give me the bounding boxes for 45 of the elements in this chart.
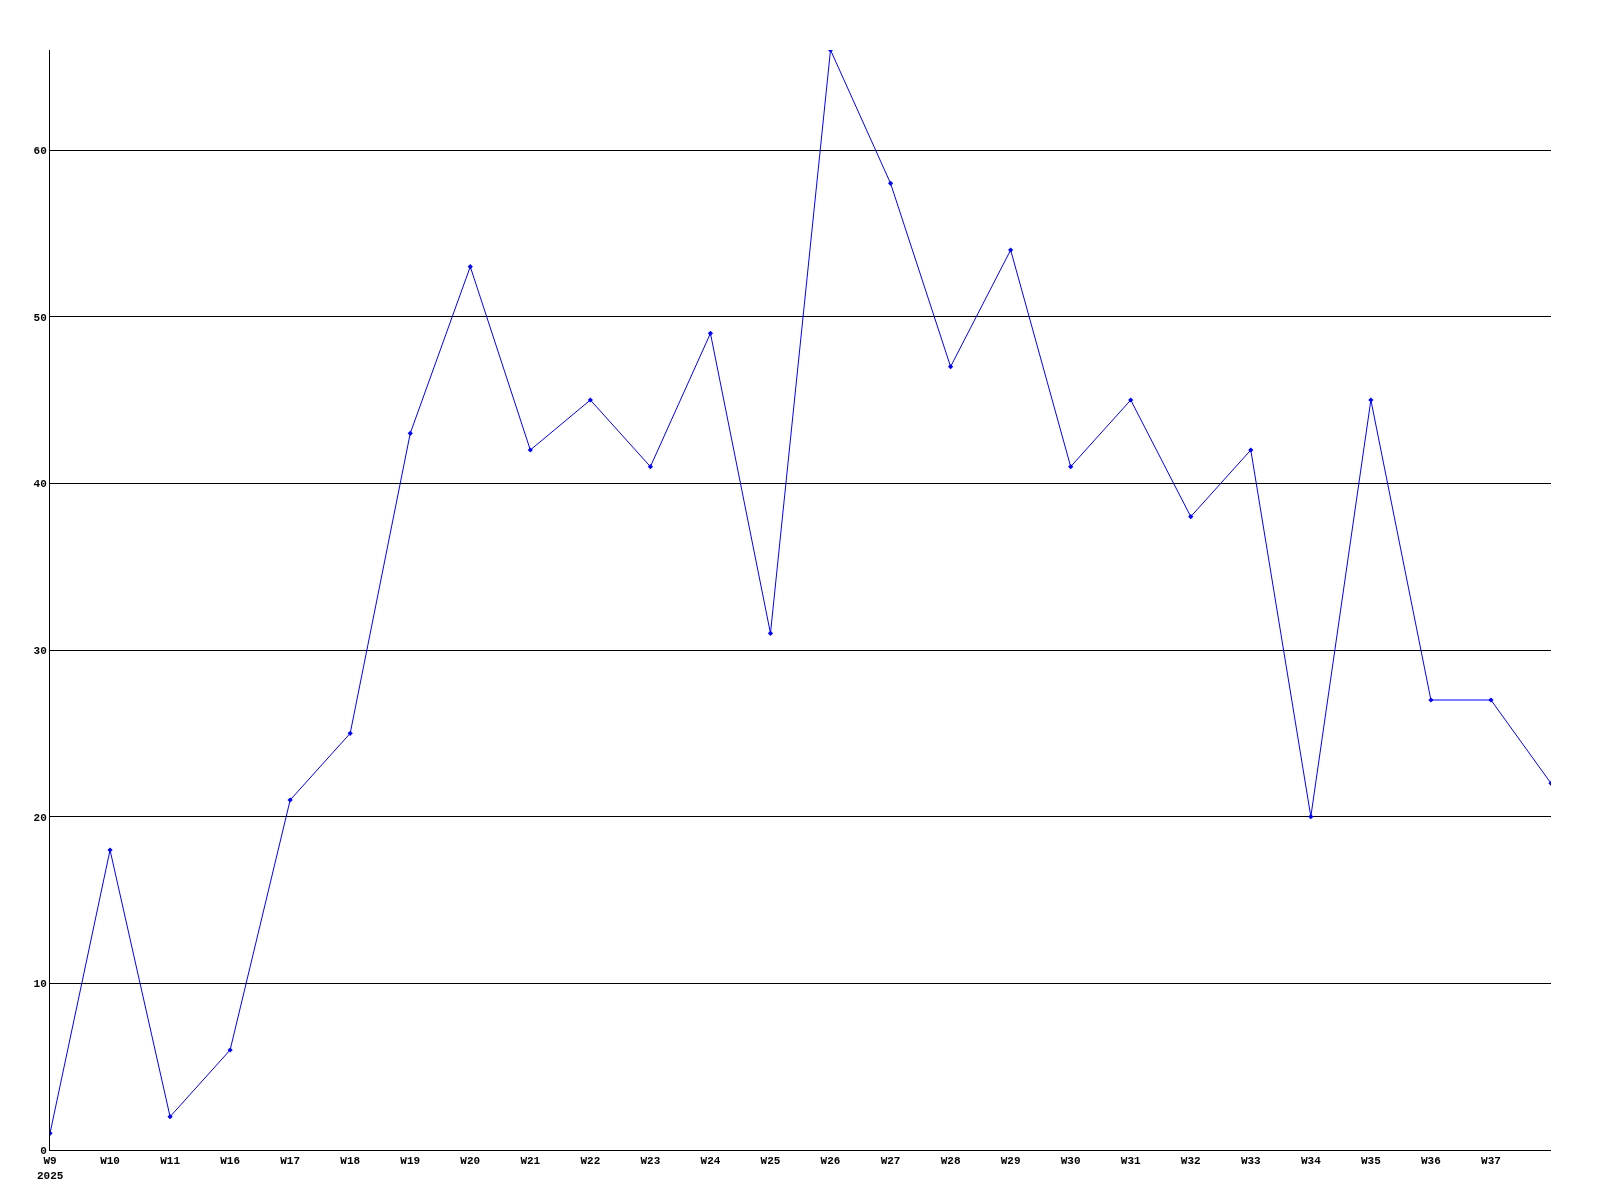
x-tick-label: W23 — [640, 1155, 661, 1168]
x-tick-label: W33 — [1240, 1155, 1262, 1168]
x-tick-label: W32 — [1180, 1155, 1201, 1168]
point — [467, 264, 473, 270]
x-tick-label: W29 — [1000, 1155, 1021, 1168]
x-tick-label: W25 — [760, 1155, 781, 1168]
x-tick-label: W21 — [520, 1155, 541, 1168]
point — [407, 430, 413, 436]
point — [1188, 514, 1194, 520]
x-tick-label: W26 — [820, 1155, 841, 1168]
point — [887, 180, 894, 186]
x-tick-label: W9 — [43, 1155, 57, 1168]
point — [707, 330, 714, 336]
y-tick-label: 0 — [40, 1144, 47, 1157]
x-tick-label: W28 — [940, 1155, 961, 1168]
x-tick-label: W24 — [700, 1155, 721, 1168]
x-tick-label: W11 — [160, 1155, 181, 1168]
point — [767, 630, 774, 636]
point — [948, 364, 954, 370]
y-tick-label: 30 — [33, 644, 47, 657]
x-tick-label: W30 — [1060, 1155, 1081, 1168]
text: 2025 — [37, 1170, 64, 1182]
x-tick-label: W35 — [1360, 1155, 1382, 1168]
x-tick-label: W20 — [460, 1155, 481, 1168]
point — [647, 464, 653, 470]
point — [347, 730, 353, 736]
x-tick-label: W34 — [1300, 1155, 1322, 1168]
x-tick-label: W18 — [340, 1155, 361, 1168]
x-tick-label: W16 — [220, 1155, 241, 1168]
x-tick-label: W19 — [400, 1155, 421, 1168]
x-tick-label: W22 — [580, 1155, 601, 1168]
y-tick-label: 50 — [33, 311, 47, 324]
y-tick-label: 10 — [33, 978, 47, 991]
x-tick-label: W17 — [280, 1155, 301, 1168]
x-tick-label: W10 — [100, 1155, 120, 1168]
point — [167, 1114, 173, 1120]
x-tick-label: W37 — [1481, 1155, 1501, 1168]
y-tick-label: 60 — [33, 144, 47, 157]
x-tick-label: W36 — [1421, 1155, 1441, 1168]
point — [1068, 464, 1074, 470]
point — [1308, 814, 1314, 820]
y-tick-label: 40 — [33, 478, 47, 491]
y-tick-label: 20 — [33, 811, 47, 824]
x-tick-label: W27 — [880, 1155, 901, 1168]
x-tick-label: W31 — [1120, 1155, 1142, 1168]
